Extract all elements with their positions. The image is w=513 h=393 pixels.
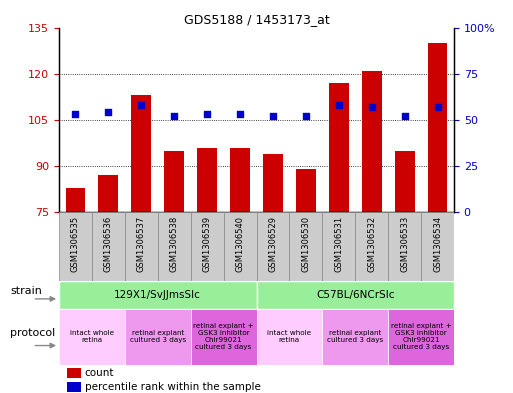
Point (137, 102, 145, 108)
Point (433, 104, 442, 110)
Text: GSM1306538: GSM1306538 (170, 216, 179, 272)
Title: GDS5188 / 1453173_at: GDS5188 / 1453173_at (184, 13, 329, 26)
Point (334, 102, 343, 108)
Bar (428, 43, 447, 212)
Bar (388, 309, 454, 365)
Text: GSM1306536: GSM1306536 (104, 216, 113, 272)
Bar (289, 212, 322, 281)
Text: GSM1306529: GSM1306529 (268, 216, 278, 272)
Bar (224, 212, 256, 281)
Bar (131, 95, 151, 212)
Point (71, 111, 80, 118)
Text: intact whole
retina: intact whole retina (70, 331, 114, 343)
Bar (256, 212, 289, 281)
Bar (355, 212, 388, 281)
Point (236, 111, 244, 118)
Point (203, 111, 211, 118)
Text: GSM1306530: GSM1306530 (301, 216, 310, 272)
Bar (322, 212, 355, 281)
Text: GSM1306540: GSM1306540 (235, 216, 245, 272)
Bar (256, 281, 454, 309)
Bar (158, 212, 191, 281)
Text: GSM1306532: GSM1306532 (367, 216, 376, 272)
Bar (263, 154, 283, 212)
Bar (125, 309, 191, 365)
Bar (59, 309, 125, 365)
Bar (164, 151, 184, 212)
Bar (66, 187, 85, 212)
Text: intact whole
retina: intact whole retina (267, 331, 311, 343)
Text: percentile rank within the sample: percentile rank within the sample (85, 382, 261, 392)
Bar (92, 212, 125, 281)
Point (368, 104, 376, 110)
Point (104, 109, 112, 116)
Point (302, 113, 310, 119)
Bar (191, 309, 256, 365)
Text: retinal explant
cultured 3 days: retinal explant cultured 3 days (130, 331, 186, 343)
Text: GSM1306534: GSM1306534 (433, 216, 442, 272)
Text: GSM1306533: GSM1306533 (400, 216, 409, 272)
Bar (59, 212, 92, 281)
Bar (125, 212, 158, 281)
Text: GSM1306535: GSM1306535 (71, 216, 80, 272)
Bar (230, 147, 250, 212)
Bar (394, 151, 415, 212)
Point (401, 113, 409, 119)
Text: GSM1306539: GSM1306539 (203, 216, 212, 272)
Bar (67, 368, 81, 378)
Bar (98, 175, 118, 212)
Text: strain: strain (10, 286, 42, 296)
Bar (59, 281, 256, 309)
Bar (296, 169, 315, 212)
Text: retinal explant
cultured 3 days: retinal explant cultured 3 days (327, 331, 383, 343)
Text: count: count (85, 368, 114, 378)
Text: 129X1/SvJJmsSlc: 129X1/SvJJmsSlc (114, 290, 201, 300)
Point (170, 113, 179, 119)
Text: GSM1306537: GSM1306537 (137, 216, 146, 272)
Bar (388, 212, 421, 281)
Bar (67, 382, 81, 391)
Text: GSM1306531: GSM1306531 (334, 216, 343, 272)
Bar (322, 309, 388, 365)
Text: retinal explant +
GSK3 inhibitor
Chir99021
cultured 3 days: retinal explant + GSK3 inhibitor Chir990… (193, 323, 254, 351)
Bar (191, 212, 224, 281)
Bar (256, 309, 322, 365)
Bar (197, 147, 217, 212)
Bar (329, 83, 349, 212)
Point (269, 113, 277, 119)
Text: retinal explant +
GSK3 inhibitor
Chir99021
cultured 3 days: retinal explant + GSK3 inhibitor Chir990… (391, 323, 451, 351)
Text: C57BL/6NCrSlc: C57BL/6NCrSlc (316, 290, 394, 300)
Text: protocol: protocol (10, 328, 55, 338)
Bar (362, 71, 382, 212)
Bar (421, 212, 454, 281)
